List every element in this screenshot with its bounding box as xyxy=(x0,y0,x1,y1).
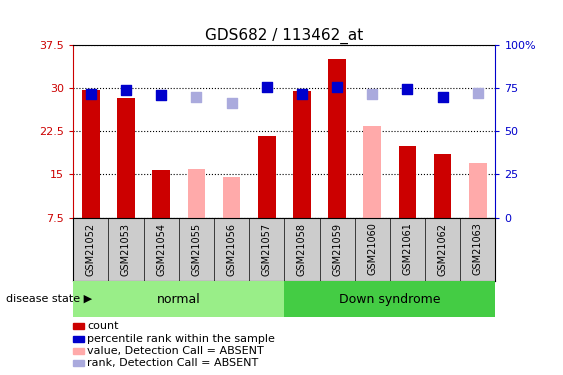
Text: GSM21061: GSM21061 xyxy=(403,220,413,274)
Text: GSM21055: GSM21055 xyxy=(191,223,202,276)
Text: GSM21059: GSM21059 xyxy=(332,220,342,274)
Point xyxy=(368,91,377,97)
Point xyxy=(86,91,95,97)
Text: GSM21057: GSM21057 xyxy=(262,220,272,274)
Bar xyxy=(223,177,240,218)
Bar xyxy=(258,136,275,218)
Point xyxy=(403,86,412,92)
Bar xyxy=(153,170,170,217)
Text: GSM21058: GSM21058 xyxy=(297,223,307,276)
Point xyxy=(192,94,201,100)
Text: GSM21059: GSM21059 xyxy=(332,223,342,276)
Bar xyxy=(328,59,346,217)
Point xyxy=(333,84,342,90)
FancyBboxPatch shape xyxy=(284,281,495,317)
Text: GSM21058: GSM21058 xyxy=(297,220,307,274)
Point xyxy=(122,87,131,93)
Text: GSM21060: GSM21060 xyxy=(367,223,377,276)
Bar xyxy=(434,154,452,218)
Point xyxy=(297,91,306,97)
Bar xyxy=(82,90,100,218)
Bar xyxy=(399,146,416,218)
Text: GSM21062: GSM21062 xyxy=(437,220,448,274)
Text: Down syndrome: Down syndrome xyxy=(339,292,441,306)
Text: normal: normal xyxy=(157,292,200,306)
Text: GSM21052: GSM21052 xyxy=(86,223,96,276)
Point xyxy=(227,99,236,105)
Text: GSM21052: GSM21052 xyxy=(86,220,96,274)
Text: disease state ▶: disease state ▶ xyxy=(6,294,92,304)
Text: GSM21056: GSM21056 xyxy=(226,220,236,274)
Bar xyxy=(293,91,311,218)
Text: percentile rank within the sample: percentile rank within the sample xyxy=(87,334,275,344)
Bar xyxy=(364,126,381,218)
FancyBboxPatch shape xyxy=(73,281,284,317)
Bar xyxy=(117,99,135,218)
Point xyxy=(262,84,271,90)
Text: GSM21063: GSM21063 xyxy=(473,220,483,274)
Text: GSM21062: GSM21062 xyxy=(437,223,448,276)
Text: GSM21054: GSM21054 xyxy=(156,223,166,276)
Point xyxy=(157,92,166,98)
Point xyxy=(473,90,482,96)
Bar xyxy=(469,163,486,218)
Text: rank, Detection Call = ABSENT: rank, Detection Call = ABSENT xyxy=(87,358,258,368)
Text: GSM21060: GSM21060 xyxy=(367,220,377,274)
Title: GDS682 / 113462_at: GDS682 / 113462_at xyxy=(205,27,364,44)
Text: GSM21056: GSM21056 xyxy=(226,223,236,276)
Text: value, Detection Call = ABSENT: value, Detection Call = ABSENT xyxy=(87,346,264,356)
Text: GSM21061: GSM21061 xyxy=(403,223,413,276)
Text: GSM21063: GSM21063 xyxy=(473,223,483,276)
Text: count: count xyxy=(87,321,119,331)
Text: GSM21057: GSM21057 xyxy=(262,223,272,276)
Bar xyxy=(187,169,205,217)
Text: GSM21055: GSM21055 xyxy=(191,220,202,274)
Text: GSM21053: GSM21053 xyxy=(121,223,131,276)
Text: GSM21054: GSM21054 xyxy=(156,220,166,274)
Text: GSM21053: GSM21053 xyxy=(121,220,131,274)
Point xyxy=(438,94,447,100)
